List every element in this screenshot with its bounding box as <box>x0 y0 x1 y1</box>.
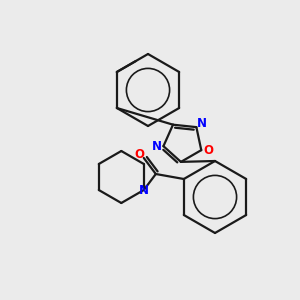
Text: N: N <box>196 117 206 130</box>
Text: N: N <box>152 140 161 153</box>
Text: O: O <box>135 148 145 160</box>
Text: N: N <box>139 184 149 196</box>
Text: O: O <box>203 144 213 157</box>
